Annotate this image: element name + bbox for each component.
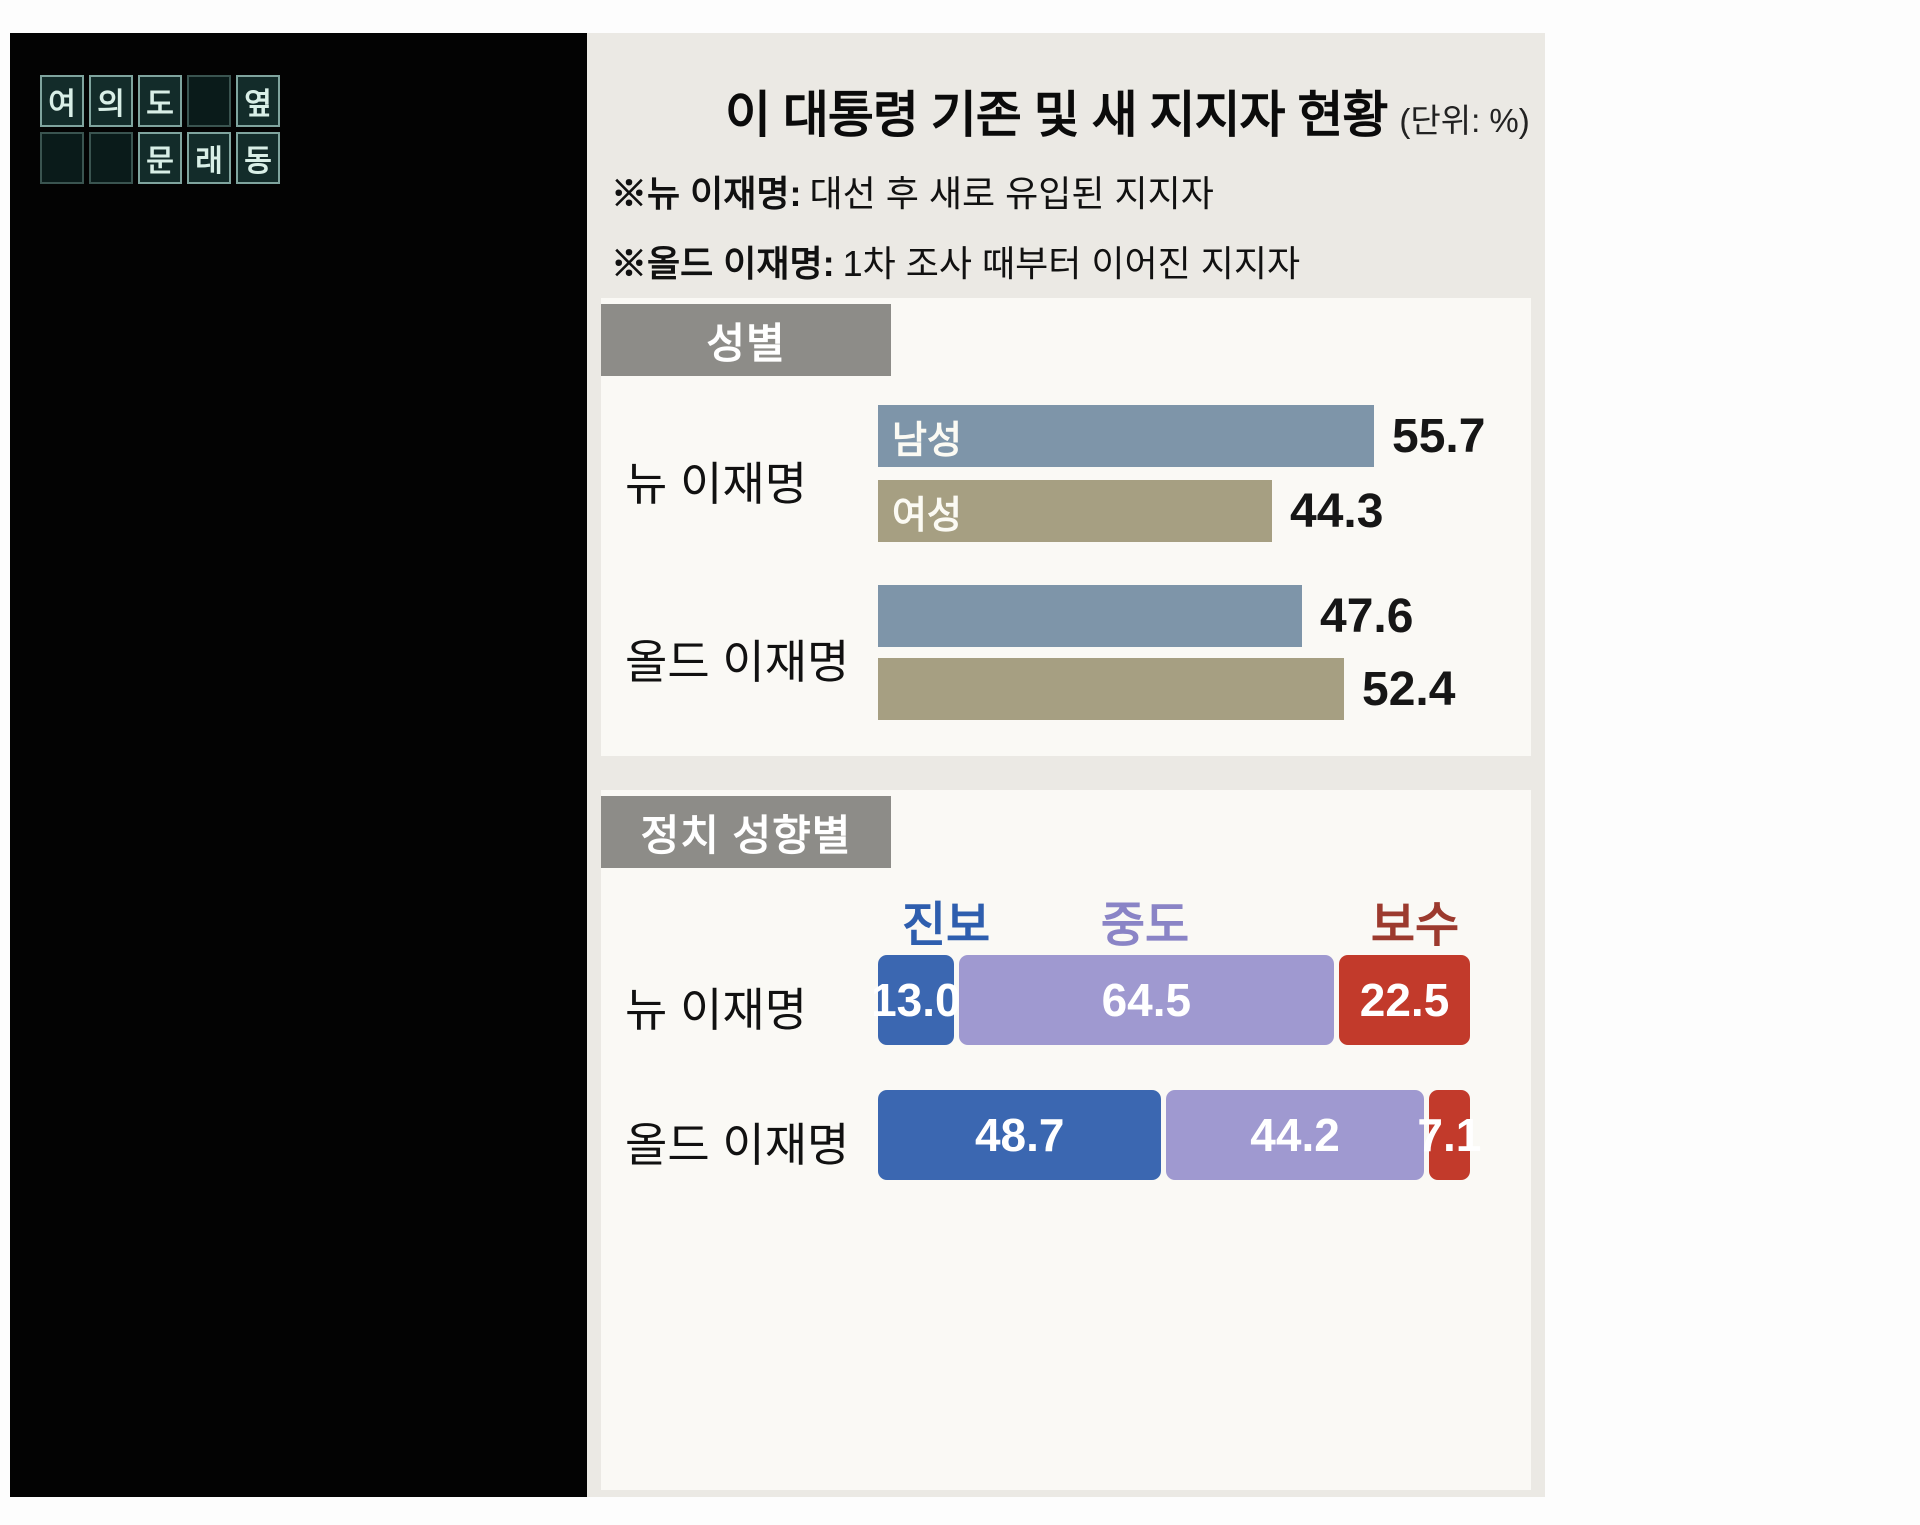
unit-label: (단위: %): [1399, 102, 1530, 139]
logo-tile: 동: [236, 132, 280, 184]
bar-row-old-female: 52.4: [878, 658, 1455, 720]
segment-moderate: 44.2: [1166, 1090, 1424, 1180]
bar-row-new-female: 여성 44.3: [878, 480, 1383, 542]
note-text: 대선 후 새로 유입된 지지자: [809, 173, 1214, 214]
infographic-panel: 이 대통령 기존 및 새 지지자 현황 (단위: %) ※뉴 이재명: 대선 후 …: [587, 33, 1545, 1497]
logo-tile-blank: [187, 75, 231, 127]
segment-value: 13.0: [871, 974, 961, 1026]
segment-value: 7.1: [1417, 1109, 1482, 1161]
note-new-definition: ※뉴 이재명: 대선 후 새로 유입된 지지자: [611, 165, 1300, 217]
show-logo: 여 의 도 옆 문 래 동: [40, 75, 280, 184]
bar-value: 44.3: [1290, 484, 1384, 538]
logo-tile-blank: [89, 132, 133, 184]
bar-value: 47.6: [1320, 589, 1414, 643]
note-text: 1차 조사 때부터 이어진 지지자: [842, 243, 1301, 284]
segment-conservative: 22.5: [1339, 955, 1470, 1045]
notes: ※뉴 이재명: 대선 후 새로 유입된 지지자 ※올드 이재명: 1차 조사 때부터…: [611, 165, 1300, 305]
chart-title-row: 이 대통령 기존 및 새 지지자 현황 (단위: %): [725, 75, 1530, 147]
politics-section-header: 정치 성향별: [601, 796, 891, 868]
group-label-new: 뉴 이재명: [625, 984, 808, 1036]
segment-progressive: 48.7: [878, 1090, 1162, 1180]
note-prefix: ※뉴 이재명:: [611, 173, 802, 214]
bar-new-female: 여성: [878, 480, 1272, 542]
segment-progressive: 13.0: [871, 955, 961, 1045]
gender-chart-card: 성별 뉴 이재명 남성 55.7 여성 44.3 올드 이재명 47.6: [601, 298, 1531, 756]
column-label-conservative: 보수: [1370, 899, 1460, 952]
logo-tile: 문: [138, 132, 182, 184]
group-label-old: 올드 이재명: [625, 636, 850, 688]
bar-value: 55.7: [1392, 409, 1486, 463]
column-label-progressive: 진보: [901, 899, 991, 952]
note-old-definition: ※올드 이재명: 1차 조사 때부터 이어진 지지자: [611, 235, 1300, 287]
bar-row-old-male: 47.6: [878, 585, 1413, 647]
logo-tile-blank: [40, 132, 84, 184]
segment-value: 48.7: [974, 1109, 1065, 1161]
segment-value: 22.5: [1359, 974, 1450, 1026]
note-prefix: ※올드 이재명:: [611, 243, 835, 284]
logo-tile: 여: [40, 75, 84, 127]
group-label-old: 올드 이재명: [625, 1119, 850, 1171]
stacked-bar-new: 13.0 64.5 22.5: [871, 955, 1470, 1045]
group-label-new: 뉴 이재명: [625, 458, 808, 510]
stacked-bar-old: 48.7 44.2 7.1: [878, 1090, 1481, 1180]
column-label-moderate: 중도: [1100, 899, 1190, 952]
segment-moderate: 64.5: [958, 955, 1335, 1045]
bar-row-new-male: 남성 55.7: [878, 405, 1485, 467]
bar-old-female: [878, 658, 1344, 720]
segment-value: 64.5: [1101, 974, 1192, 1026]
politics-section-title: 정치 성향별: [640, 811, 852, 859]
segment-value: 44.2: [1250, 1109, 1340, 1161]
bar-new-male: 남성: [878, 405, 1374, 467]
logo-tile: 래: [187, 132, 231, 184]
left-black-panel: 여 의 도 옆 문 래 동: [10, 33, 587, 1497]
politics-chart-card: 정치 성향별 진보 중도 보수 뉴 이재명 13.0 64.5 22.5 올드 …: [601, 790, 1531, 1490]
page-title: 이 대통령 기존 및 새 지지자 현황: [725, 87, 1388, 143]
logo-tile: 도: [138, 75, 182, 127]
bar-old-male: [878, 585, 1302, 647]
bar-value: 52.4: [1362, 662, 1456, 716]
segment-conservative: 7.1: [1417, 1090, 1481, 1180]
gender-section-header: 성별: [601, 304, 891, 376]
gender-section-title: 성별: [706, 319, 786, 367]
logo-tile: 옆: [236, 75, 280, 127]
bar-category-label-female: 여성: [892, 494, 962, 537]
bar-category-label-male: 남성: [892, 419, 962, 462]
logo-tile: 의: [89, 75, 133, 127]
